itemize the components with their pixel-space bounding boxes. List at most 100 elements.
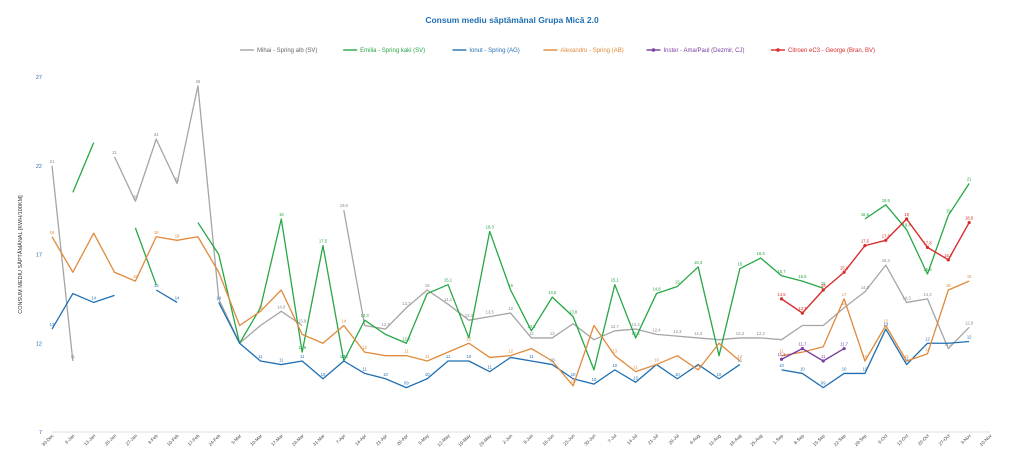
data-label: 12,4 [632, 322, 641, 327]
series-line [113, 85, 303, 344]
data-label: 11 [529, 354, 534, 359]
data-label: 12 [738, 354, 743, 359]
data-point [821, 359, 825, 363]
x-tick-label: 2-Jun [502, 433, 514, 445]
data-label: 18 [50, 230, 55, 235]
data-label: 13,7 [402, 301, 411, 306]
data-label: 16 [738, 262, 743, 267]
data-label: 11,9 [298, 345, 307, 350]
data-label: 13,3 [465, 313, 474, 318]
data-label: 12,2 [757, 331, 766, 336]
data-label: 14,5 [777, 292, 786, 297]
series-group: 11,1 11,7 11 11,7 [778, 342, 849, 363]
data-label: 11 [779, 349, 784, 354]
data-label: 12,9 [965, 320, 974, 325]
data-label: 21 [112, 150, 117, 155]
data-label: 11 [821, 354, 826, 359]
x-tick-label: 7-Apr [335, 433, 347, 445]
data-label: 10,6 [340, 354, 349, 359]
data-label: 20 [133, 194, 138, 199]
data-label: 11 [633, 365, 638, 370]
data-label: 11 [258, 354, 263, 359]
data-label: 17,5 [319, 239, 328, 244]
data-label: 10 [842, 366, 847, 371]
data-label: 15,1 [444, 278, 453, 283]
data-label: 21 [50, 159, 55, 164]
data-label: 15 [425, 283, 430, 288]
data-label: 18,3 [486, 224, 495, 229]
data-label: 12,7 [611, 324, 620, 329]
data-label: 14,5 [548, 290, 557, 295]
data-label: 12,4 [632, 331, 641, 336]
x-tick-label: 6-Oct [877, 433, 889, 445]
data-label: 13 [50, 322, 55, 327]
legend-marker [776, 48, 780, 52]
series-line [781, 280, 970, 362]
data-label: 10 [612, 363, 617, 368]
data-label: 10 [863, 366, 868, 371]
data-label: 11 [300, 354, 305, 359]
data-label: 15 [821, 281, 826, 286]
data-label: 14,0 [277, 304, 286, 309]
data-label: 16,6 [757, 251, 766, 256]
data-label: 10 [800, 366, 805, 371]
data-label: 12,3 [673, 329, 682, 334]
data-label: 26 [196, 79, 201, 84]
data-point [800, 346, 805, 351]
series-group: 14,5 13,7 15 15,8 17,5 17,8 19 17,8 16,7 18,8 [777, 212, 974, 315]
data-label: 12,3 [694, 331, 703, 336]
data-label: 11 [279, 358, 284, 363]
data-label: 11,7 [840, 342, 849, 347]
data-label: 11 [904, 358, 909, 363]
data-label: 15 [946, 283, 951, 288]
data-label: 11 [738, 358, 743, 363]
y-tick-label: 7 [39, 430, 42, 436]
series-group: 1816181815141211111212101311101112111716… [50, 230, 972, 387]
data-label: 12 [362, 345, 367, 350]
data-label: 19,5 [882, 198, 891, 203]
data-label: 16 [133, 274, 138, 279]
data-label: 10 [571, 372, 576, 377]
x-tick-label: 9-Jun [522, 433, 534, 445]
y-tick-label: 12 [36, 341, 42, 347]
data-label: 17,8 [923, 240, 932, 245]
data-label: 11 [446, 354, 451, 359]
data-label: 17,5 [861, 239, 870, 244]
data-label: 12,4 [652, 327, 661, 332]
series-line [218, 302, 741, 389]
data-label: 15 [967, 274, 972, 279]
data-label: 11 [696, 363, 701, 368]
data-label: 13 [883, 322, 888, 327]
data-label: 12 [467, 336, 472, 341]
data-label: 18,4 [903, 223, 912, 228]
data-label: 10 [654, 358, 659, 363]
y-tick-label: 22 [36, 164, 42, 170]
data-point [779, 297, 784, 301]
y-axis-ticks: 7 12 17 22 27 [36, 75, 42, 436]
data-label: 10 [717, 372, 722, 377]
data-point [925, 245, 930, 249]
data-label: 10 [571, 379, 576, 384]
data-label: 10 [779, 363, 784, 368]
y-tick-label: 27 [36, 75, 42, 81]
data-label: 15,8 [923, 267, 932, 272]
series-layer: 21 11 21 20 24 21 26 14,0 13,8 19,5 12,7 13,7 15 14,1… [50, 79, 974, 389]
data-label: 15 [821, 283, 826, 288]
data-label: 11 [342, 354, 347, 359]
series-group: 21 11 21 20 24 21 26 14,0 13,8 19,5 12,7 13,7 15 14,1… [50, 79, 974, 362]
legend-entry: Alexandru - Spring (AB) [560, 48, 623, 54]
data-label: 19 [904, 212, 909, 217]
data-label: 12,3 [736, 331, 745, 336]
series-line [781, 218, 970, 314]
data-label: 11,7 [798, 342, 807, 347]
data-label: 13,7 [798, 306, 807, 311]
data-label: 14 [842, 301, 847, 306]
legend-entry: Ionut - Spring (AG) [469, 48, 519, 54]
data-label: 21 [967, 177, 972, 182]
data-label: 18 [154, 230, 159, 235]
data-label: 15,7 [777, 269, 786, 274]
data-label: 14 [216, 295, 221, 300]
data-label: 13,8 [298, 319, 307, 324]
